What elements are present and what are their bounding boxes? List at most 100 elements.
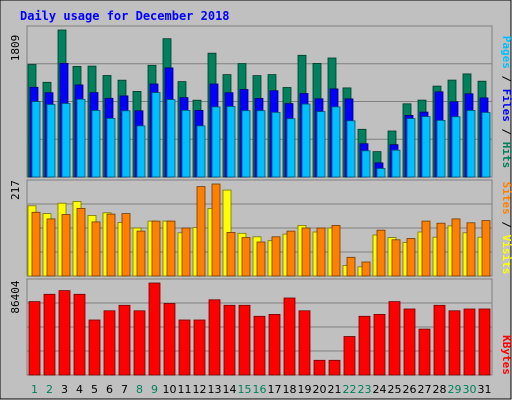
bar-kbytes-day-8: [133, 310, 146, 376]
visits-legend: Sites / Visits: [500, 182, 512, 275]
hits-legend: Pages / Files / Hits: [500, 36, 512, 169]
x-tick-label: 7: [121, 383, 128, 396]
x-tick-label: 17: [268, 383, 282, 396]
bar-kbytes-day-28: [433, 304, 446, 376]
bar-pages-day-10: [166, 99, 176, 178]
bar-kbytes-day-20: [313, 359, 326, 376]
bar-sites-day-18: [286, 230, 296, 277]
x-tick-label: 1: [31, 383, 38, 396]
bar-pages-day-14: [226, 106, 236, 178]
bar-sites-day-1: [31, 211, 41, 277]
bar-sites-day-27: [421, 220, 431, 277]
legend-visits: Visits: [500, 235, 512, 275]
bar-sites-day-21: [331, 224, 341, 277]
bar-sites-day-12: [196, 186, 206, 277]
bar-kbytes-day-12: [193, 319, 206, 376]
bar-sites-day-24: [376, 229, 386, 277]
x-tick-label: 16: [253, 383, 267, 396]
svg-text:Sites / Visits: Sites / Visits: [500, 182, 512, 275]
bar-kbytes-day-5: [88, 319, 101, 376]
bar-sites-day-2: [46, 218, 56, 277]
x-tick-label: 28: [433, 383, 447, 396]
bar-sites-day-31: [481, 220, 491, 277]
bar-kbytes-day-31: [478, 308, 491, 376]
bar-pages-day-25: [391, 149, 401, 178]
x-tick-label: 18: [283, 383, 297, 396]
x-tick-label: 10: [163, 383, 177, 396]
bar-sites-day-23: [361, 261, 371, 277]
bar-sites-day-10: [166, 220, 176, 277]
bar-pages-day-2: [46, 104, 56, 178]
x-tick-label: 24: [373, 383, 387, 396]
bar-kbytes-day-3: [58, 290, 71, 376]
bar-pages-day-23: [361, 150, 371, 178]
bar-sites-day-9: [151, 220, 161, 277]
bar-pages-day-24: [376, 168, 386, 178]
bar-kbytes-day-4: [73, 293, 86, 376]
legend-pages: Pages: [500, 36, 512, 69]
bar-sites-day-26: [406, 238, 416, 277]
bar-pages-day-13: [211, 106, 221, 178]
bar-sites-day-30: [466, 222, 476, 277]
bar-kbytes-day-14: [223, 304, 236, 376]
bar-pages-day-8: [136, 125, 146, 178]
hits-ymax-label: 1809: [9, 35, 22, 62]
x-tick-label: 22: [343, 383, 357, 396]
bar-kbytes-day-24: [373, 313, 386, 376]
x-tick-label: 30: [463, 383, 477, 396]
bar-pages-day-17: [271, 112, 281, 178]
legend-kbytes: KBytes: [500, 335, 512, 375]
legend-sep: /: [500, 215, 512, 235]
x-tick-label: 9: [151, 383, 158, 396]
x-tick-label: 20: [313, 383, 327, 396]
bar-pages-day-26: [406, 118, 416, 178]
x-tick-label: 5: [91, 383, 98, 396]
x-tick-label: 4: [76, 383, 83, 396]
bar-kbytes-day-27: [418, 328, 431, 376]
bar-kbytes-day-2: [43, 293, 56, 376]
x-tick-label: 11: [178, 383, 192, 396]
bar-pages-day-4: [76, 98, 86, 178]
bar-sites-day-19: [301, 227, 311, 277]
bar-pages-day-1: [31, 101, 41, 178]
svg-text:Pages / Files / Hits: Pages / Files / Hits: [500, 36, 512, 169]
bar-pages-day-20: [316, 111, 326, 178]
x-tick-label: 31: [478, 383, 492, 396]
bar-sites-day-5: [91, 221, 101, 277]
legend-sep: /: [500, 122, 512, 142]
bar-kbytes-day-1: [28, 301, 41, 376]
bar-pages-day-7: [121, 110, 131, 178]
legend-files: Files: [500, 89, 512, 122]
x-tick-label: 6: [106, 383, 113, 396]
bar-pages-day-16: [256, 110, 266, 178]
legend-hits: Hits: [500, 142, 512, 169]
bar-kbytes-day-26: [403, 308, 416, 376]
kbytes-ymax-label: 86404: [9, 280, 22, 313]
bar-sites-day-25: [391, 239, 401, 277]
bar-pages-day-9: [151, 92, 161, 178]
x-tick-label: 2: [46, 383, 53, 396]
bar-sites-day-14: [226, 231, 236, 277]
x-tick-label: 25: [388, 383, 402, 396]
bar-pages-day-11: [181, 110, 191, 178]
x-tick-label: 19: [298, 383, 312, 396]
bar-pages-day-15: [241, 110, 251, 178]
bar-sites-day-11: [181, 227, 191, 277]
bar-kbytes-day-11: [178, 319, 191, 376]
bar-pages-day-5: [91, 110, 101, 178]
bar-sites-day-20: [316, 227, 326, 277]
x-tick-label: 14: [223, 383, 237, 396]
bar-pages-day-6: [106, 118, 116, 178]
bar-pages-day-18: [286, 118, 296, 178]
bar-sites-day-4: [76, 207, 86, 277]
x-tick-label: 26: [403, 383, 417, 396]
bar-pages-day-31: [481, 112, 491, 178]
legend-sites: Sites: [500, 182, 512, 215]
x-axis-labels: 1 2 3 4 5 6 7 8 9 10 11 12 13 14 15 16 17 18 19 20 21 22 23 24 2…: [31, 383, 492, 396]
bar-sites-day-29: [451, 218, 461, 277]
bar-kbytes-day-10: [163, 303, 176, 376]
bar-kbytes-day-18: [283, 297, 296, 376]
bar-sites-day-16: [256, 241, 266, 277]
bar-kbytes-day-23: [358, 315, 371, 376]
bar-kbytes-day-13: [208, 299, 221, 376]
